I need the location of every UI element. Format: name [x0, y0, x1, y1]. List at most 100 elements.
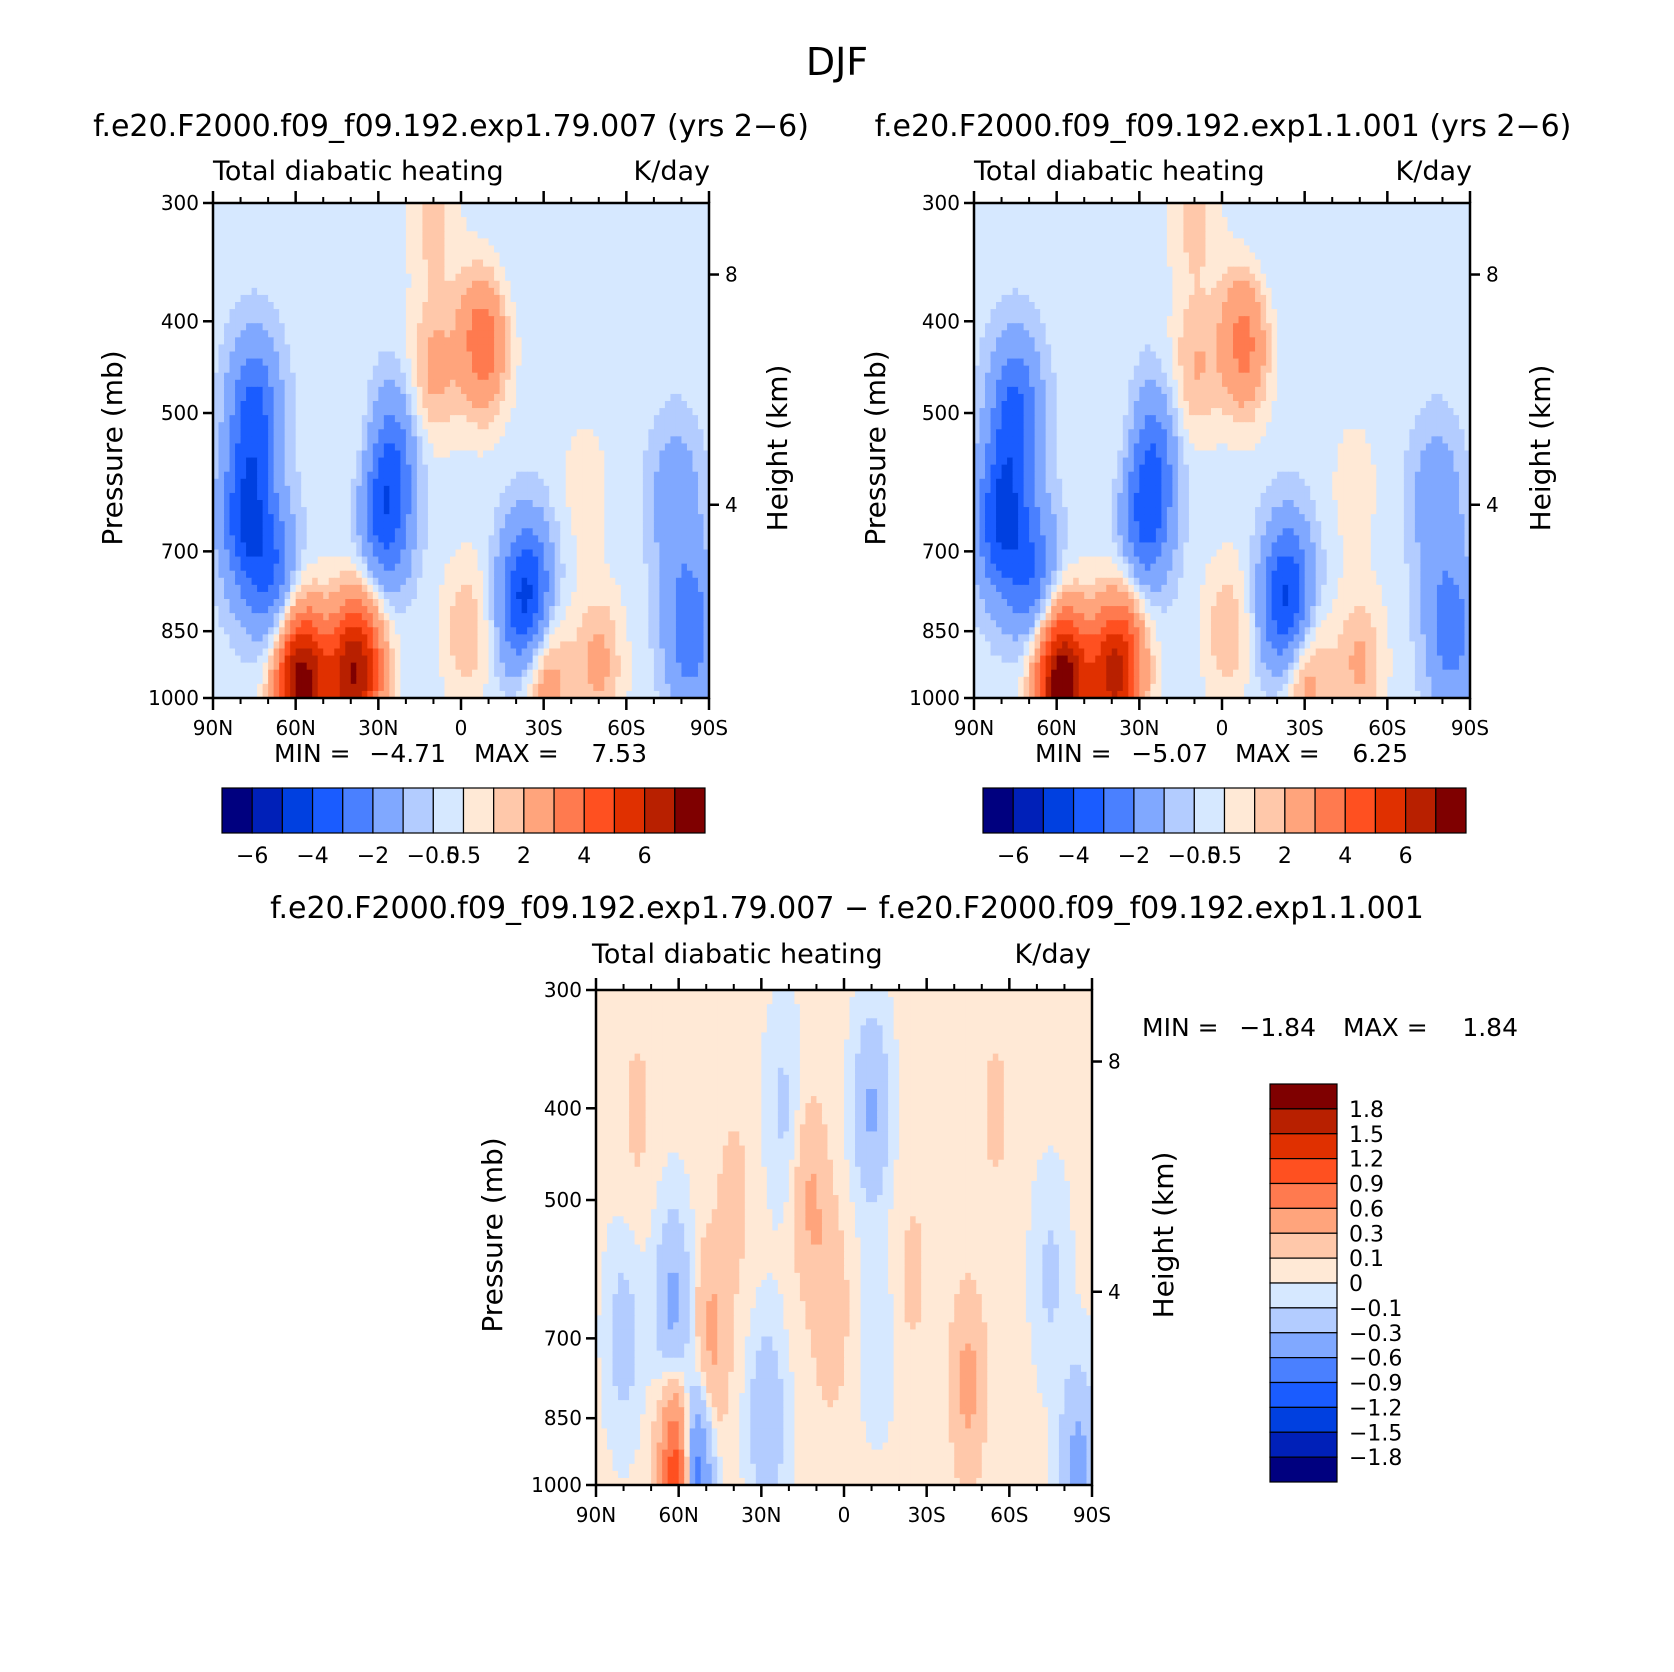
field-cell: [598, 210, 605, 218]
field-cell: [488, 542, 495, 551]
field-cell: [240, 238, 247, 247]
field-cell: [378, 323, 385, 331]
field-cell: [604, 528, 611, 536]
field-cell: [466, 556, 473, 565]
field-cell: [295, 238, 302, 247]
field-cell: [664, 386, 672, 395]
field-cell: [626, 401, 633, 409]
field-cell: [389, 323, 396, 331]
field-cell: [279, 224, 286, 232]
field-cell: [356, 386, 363, 395]
field-cell: [681, 259, 688, 268]
field-cell: [549, 408, 556, 416]
field-cell: [461, 302, 468, 310]
field-cell: [301, 570, 308, 579]
field-cell: [240, 577, 247, 586]
field-cell: [449, 238, 457, 247]
field-cell: [637, 351, 644, 360]
field-cell: [455, 266, 462, 275]
field-cell: [268, 584, 275, 593]
field-cell: [367, 443, 374, 452]
field-cell: [554, 549, 561, 558]
field-cell: [697, 429, 705, 437]
field-cell: [692, 563, 699, 572]
field-cell: [637, 323, 644, 331]
field-cell: [339, 231, 346, 239]
field-cell: [587, 521, 594, 529]
field-cell: [251, 280, 258, 289]
field-cell: [240, 457, 247, 466]
field-cell: [593, 436, 600, 445]
field-cell: [626, 252, 633, 261]
field-cell: [510, 450, 517, 459]
field-cell: [703, 238, 710, 247]
field-cell: [560, 450, 567, 459]
field-cell: [631, 570, 638, 579]
field-cell: [444, 273, 451, 282]
field-cell: [284, 535, 291, 544]
field-cell: [251, 436, 258, 445]
field-cell: [521, 549, 528, 558]
field-cell: [262, 203, 269, 211]
field-cell: [218, 386, 225, 395]
field-cell: [664, 245, 672, 254]
field-cell: [290, 422, 297, 430]
field-cell: [339, 266, 346, 275]
field-cell: [549, 401, 556, 409]
field-cell: [444, 280, 451, 289]
field-cell: [345, 429, 352, 437]
field-cell: [499, 492, 506, 501]
field-cell: [576, 238, 583, 247]
field-cell: [438, 316, 446, 324]
field-cell: [361, 478, 368, 487]
field-cell: [466, 337, 473, 346]
field-cell: [422, 584, 429, 593]
field-cell: [444, 358, 451, 367]
field-cell: [604, 358, 611, 367]
field-cell: [438, 252, 446, 261]
field-cell: [609, 422, 616, 430]
field-cell: [306, 379, 313, 388]
field-cell: [290, 429, 297, 437]
field-cell: [604, 549, 611, 558]
field-cell: [444, 309, 451, 317]
field-cell: [372, 273, 379, 282]
field-cell: [279, 528, 286, 536]
field-cell: [681, 471, 688, 480]
field-cell: [461, 358, 468, 367]
field-cell: [361, 584, 368, 593]
field-cell: [692, 287, 699, 296]
field-cell: [350, 245, 357, 254]
field-cell: [339, 570, 346, 579]
field-cell: [488, 309, 495, 317]
field-cell: [543, 485, 550, 494]
field-cell: [499, 344, 506, 353]
field-cell: [565, 528, 572, 536]
field-cell: [444, 577, 451, 586]
field-cell: [681, 535, 688, 544]
field-cell: [422, 528, 429, 536]
field-cell: [609, 224, 616, 232]
field-cell: [229, 507, 236, 515]
field-cell: [279, 492, 286, 501]
field-cell: [494, 563, 501, 572]
field-cell: [494, 436, 501, 445]
field-cell: [466, 266, 473, 275]
field-cell: [571, 422, 578, 430]
field-cell: [312, 542, 319, 551]
field-cell: [697, 556, 705, 565]
field-cell: [703, 386, 710, 395]
field-cell: [235, 386, 242, 395]
field-cell: [488, 528, 495, 536]
field-cell: [510, 245, 517, 254]
field-cell: [422, 471, 429, 480]
field-cell: [312, 273, 319, 282]
field-cell: [290, 316, 297, 324]
field-cell: [477, 521, 484, 529]
field-cell: [582, 344, 589, 353]
field-cell: [268, 556, 275, 565]
field-cell: [229, 549, 236, 558]
field-cell: [444, 217, 451, 225]
field-cell: [306, 358, 313, 367]
field-cell: [510, 577, 517, 586]
